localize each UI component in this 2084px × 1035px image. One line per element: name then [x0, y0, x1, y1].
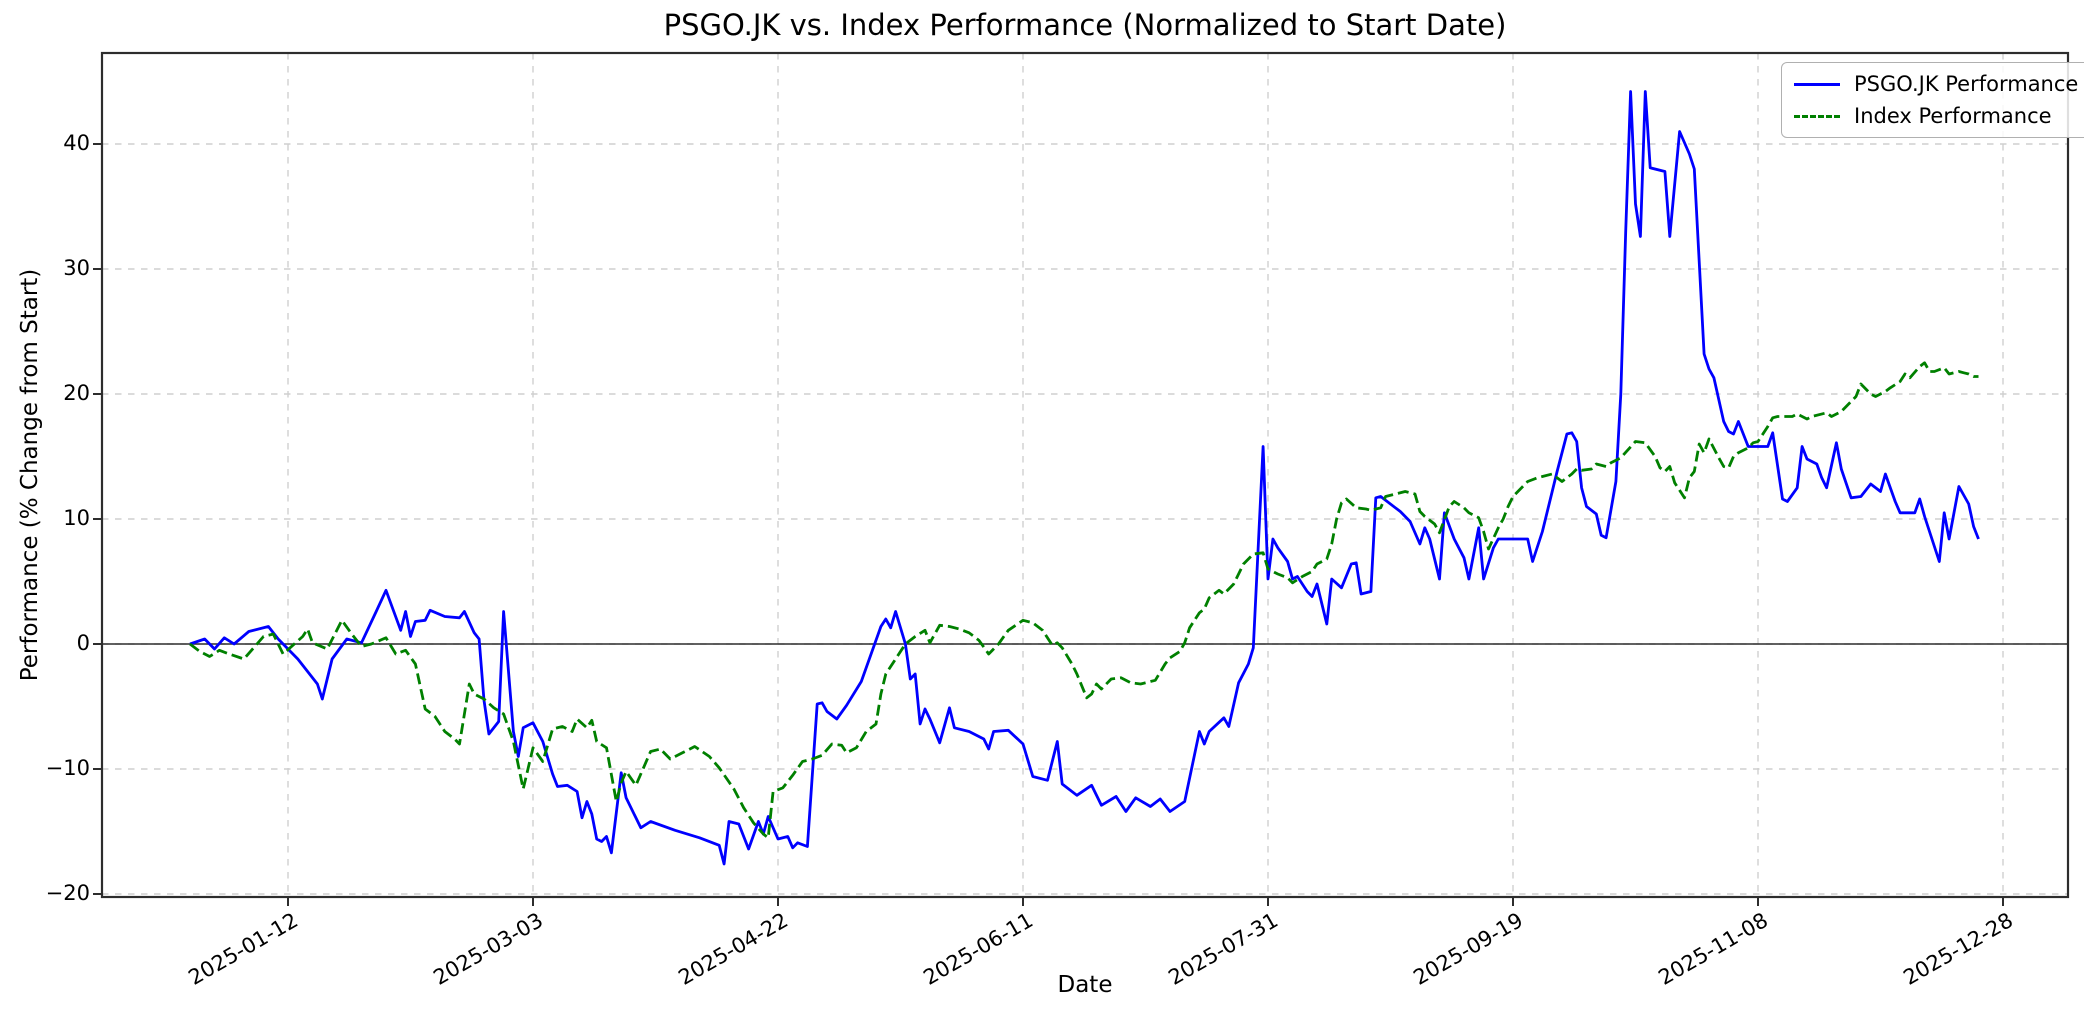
x-axis-label: Date: [1057, 972, 1113, 998]
y-tick-label: −10: [45, 756, 90, 780]
y-tick-label: 0: [76, 631, 90, 655]
y-tick-label: 10: [63, 506, 90, 530]
y-tick-label: 30: [63, 256, 90, 280]
plot-border: [100, 51, 2070, 899]
chart-title: PSGO.JK vs. Index Performance (Normalize…: [663, 8, 1507, 42]
solid-line-swatch-icon: [1794, 82, 1840, 86]
dashed-line-swatch-icon: [1794, 114, 1840, 118]
y-axis-label: Performance (% Change from Start): [17, 268, 43, 682]
y-tick-label: −20: [45, 881, 90, 905]
legend: PSGO.JK Performance Index Performance: [1781, 62, 2084, 138]
legend-item-index: Index Performance: [1794, 104, 2078, 128]
legend-item-psgo: PSGO.JK Performance: [1794, 72, 2078, 96]
y-tick-label: 20: [63, 381, 90, 405]
series-line-1: [189, 361, 1979, 840]
legend-label: Index Performance: [1854, 104, 2052, 128]
y-tick-label: 40: [63, 131, 90, 155]
legend-label: PSGO.JK Performance: [1854, 72, 2079, 96]
series-line-0: [189, 90, 1980, 866]
